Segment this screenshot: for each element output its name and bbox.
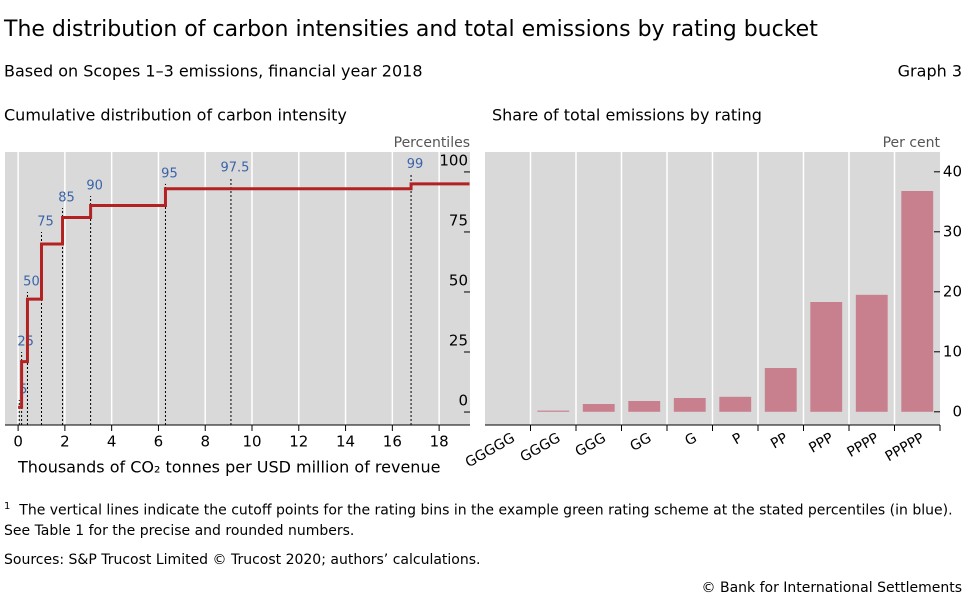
y-tick-label: 20 [943, 282, 962, 300]
y-axis-label: Percentiles [394, 135, 470, 151]
bar [855, 294, 888, 412]
x-axis-label: Thousands of CO₂ tonnes per USD million … [17, 458, 440, 477]
panel-title: Share of total emissions by rating [492, 106, 762, 125]
x-tick-label: 12 [289, 433, 308, 451]
bar [810, 302, 843, 412]
x-tick-label: 8 [200, 433, 210, 451]
x-tick-label: 4 [107, 433, 117, 451]
cutoff-label: 90 [86, 178, 103, 193]
x-tick-label: GGG [573, 430, 609, 460]
x-tick-label: GGGG [518, 430, 564, 466]
cutoff-label: 95 [161, 166, 178, 181]
x-tick-label: PPPPP [883, 430, 928, 465]
x-tick-label: 14 [336, 433, 355, 451]
bar [628, 401, 661, 412]
x-tick-label: GGGGG [463, 430, 518, 471]
cutoff-label: 85 [58, 190, 75, 205]
y-tick-label: 30 [943, 222, 962, 240]
bar [673, 398, 706, 412]
copyright: © Bank for International Settlements [701, 580, 962, 596]
cutoff-label: 75 [37, 214, 54, 229]
x-tick-label: PPPP [844, 430, 881, 461]
x-tick-label: 2 [60, 433, 70, 451]
cutoff-label: 97.5 [220, 160, 249, 175]
x-tick-label: 10 [242, 433, 261, 451]
y-tick-label: 25 [449, 332, 468, 350]
footnote: 1 The vertical lines indicate the cutoff… [4, 497, 962, 541]
bar [537, 410, 570, 412]
graph-number: Graph 3 [898, 62, 962, 81]
cutoff-label: 5 [19, 383, 27, 398]
subtitle: Based on Scopes 1–3 emissions, financial… [4, 62, 423, 81]
x-tick-label: GG [627, 430, 654, 455]
data-line [18, 182, 470, 409]
x-tick-label: 0 [13, 433, 23, 451]
cutoff-label: 25 [17, 335, 34, 350]
y-tick-label: 0 [952, 402, 962, 420]
y-tick-label: 0 [458, 392, 468, 410]
y-tick-label: 100 [439, 151, 468, 169]
y-tick-label: 50 [449, 271, 468, 289]
x-tick-label: 18 [430, 433, 449, 451]
y-tick-label: 40 [943, 162, 962, 180]
y-axis-label: Per cent [883, 135, 941, 151]
bar [764, 368, 797, 412]
x-tick-label: P [730, 430, 745, 448]
y-tick-label: 75 [449, 211, 468, 229]
panel-title: Cumulative distribution of carbon intens… [4, 106, 347, 125]
x-tick-label: PP [768, 430, 791, 452]
bar [901, 191, 934, 412]
x-tick-label: 6 [154, 433, 164, 451]
x-tick-label: 16 [383, 433, 402, 451]
bar [719, 396, 752, 412]
x-tick-label: PPP [806, 430, 836, 457]
y-tick-label: 10 [943, 342, 962, 360]
bar [582, 404, 615, 412]
x-tick-label: G [682, 430, 699, 449]
footnote-marker: 1 [4, 501, 11, 512]
cutoff-label: 50 [23, 274, 40, 289]
title: The distribution of carbon intensities a… [3, 17, 818, 42]
sources: Sources: S&P Trucost Limited © Trucost 2… [4, 552, 481, 568]
footnote-text: The vertical lines indicate the cutoff p… [4, 502, 953, 539]
cutoff-label: 99 [407, 157, 424, 172]
